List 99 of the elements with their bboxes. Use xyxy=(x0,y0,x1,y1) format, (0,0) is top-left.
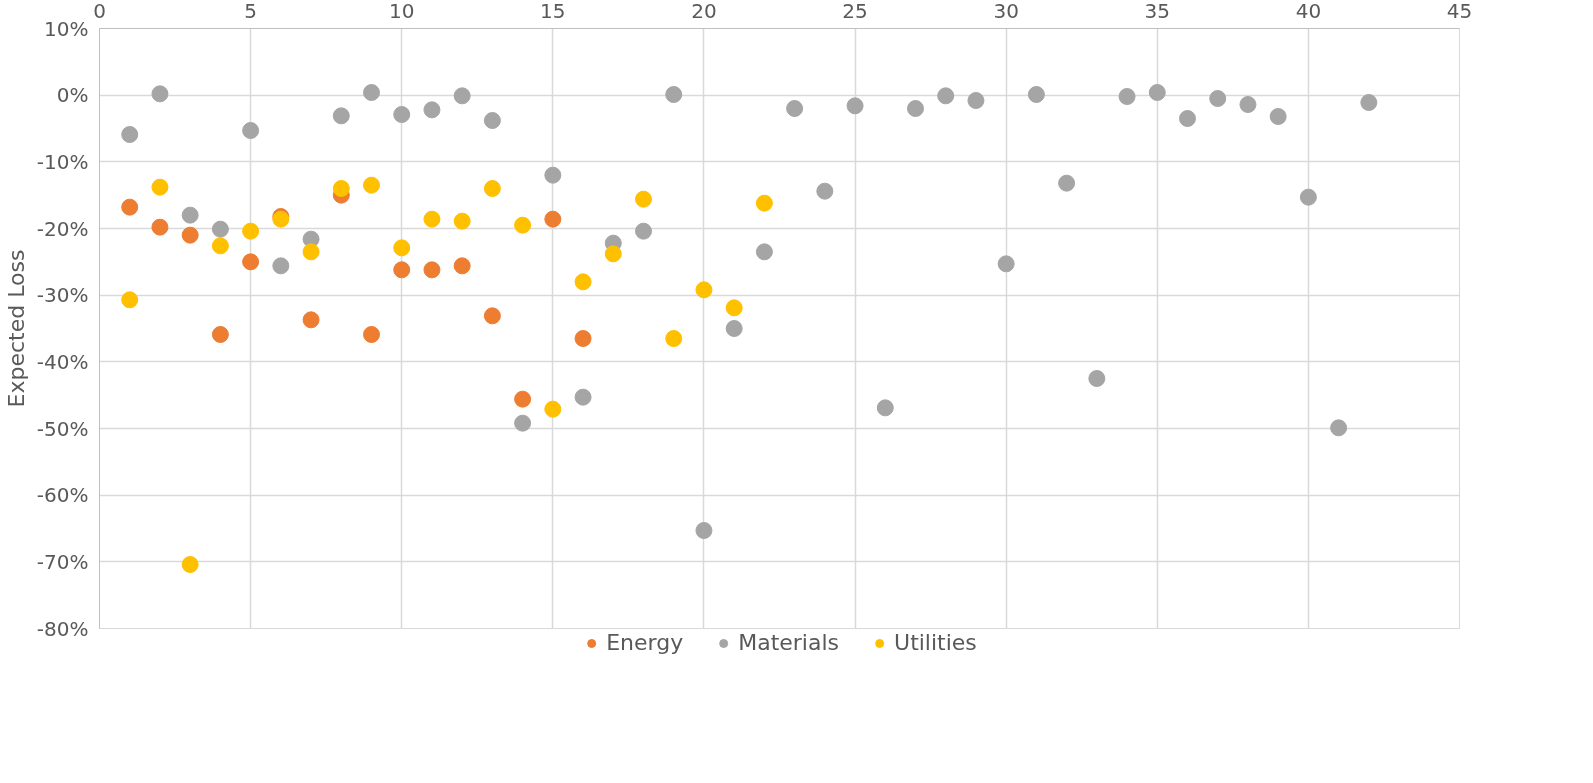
point xyxy=(1299,188,1317,206)
point xyxy=(151,218,169,236)
point xyxy=(483,307,501,325)
y-tick-label: -80% xyxy=(36,616,89,641)
point xyxy=(151,178,169,196)
point xyxy=(423,261,441,279)
point xyxy=(786,100,804,117)
x-tick-label: 30 xyxy=(993,0,1019,23)
point xyxy=(1058,174,1076,192)
x-tick-label: 15 xyxy=(540,0,566,23)
point xyxy=(1330,419,1348,437)
point xyxy=(363,326,380,343)
point xyxy=(604,245,622,263)
point xyxy=(1118,88,1136,105)
x-tick-label: 20 xyxy=(691,0,717,23)
y-tick-label: -20% xyxy=(36,216,89,241)
point xyxy=(574,330,592,347)
point xyxy=(514,390,532,408)
legend-label: Utilities xyxy=(894,630,977,655)
y-tick-label: -50% xyxy=(36,416,89,441)
point xyxy=(997,255,1015,273)
point xyxy=(725,299,743,317)
y-tick-label: 0% xyxy=(56,83,89,108)
point xyxy=(242,222,260,240)
point xyxy=(302,311,320,329)
point xyxy=(121,291,139,309)
point xyxy=(574,388,592,406)
legend-label: Materials xyxy=(738,630,840,655)
point xyxy=(393,239,411,257)
point xyxy=(151,85,169,103)
point xyxy=(544,400,562,418)
point xyxy=(1179,110,1196,127)
y-axis-title: Expected Loss xyxy=(3,249,29,408)
legend-label: Energy xyxy=(606,630,684,655)
y-tick-label: -30% xyxy=(36,283,89,308)
point xyxy=(1269,108,1287,125)
point xyxy=(816,182,834,200)
point xyxy=(483,112,501,129)
point xyxy=(453,87,471,105)
x-tick-label: 45 xyxy=(1446,0,1473,23)
point xyxy=(363,176,380,194)
point xyxy=(121,126,139,143)
point xyxy=(574,273,592,291)
x-tick-label: 40 xyxy=(1295,0,1322,23)
point xyxy=(242,253,260,271)
point xyxy=(332,180,350,197)
point xyxy=(755,194,773,212)
point xyxy=(635,190,652,208)
point xyxy=(635,222,652,240)
point xyxy=(272,257,290,275)
point xyxy=(363,84,380,101)
point xyxy=(665,330,683,347)
point xyxy=(121,198,139,216)
point xyxy=(181,556,199,573)
point xyxy=(937,87,955,105)
point xyxy=(695,281,713,299)
x-tick-label: 0 xyxy=(93,0,106,23)
point xyxy=(514,414,532,432)
point xyxy=(1148,84,1166,101)
point xyxy=(211,220,229,238)
point xyxy=(544,166,562,184)
point xyxy=(876,399,894,417)
point xyxy=(1027,86,1045,103)
point xyxy=(393,261,411,279)
point xyxy=(211,326,229,343)
point xyxy=(211,237,229,255)
point xyxy=(695,522,713,539)
x-tick-label: 35 xyxy=(1144,0,1171,23)
point xyxy=(453,212,471,230)
x-tick-label: 5 xyxy=(244,0,257,23)
point xyxy=(1360,94,1378,111)
point xyxy=(544,210,562,228)
x-tick-label: 25 xyxy=(842,0,868,23)
point xyxy=(1209,90,1227,107)
y-tick-label: -70% xyxy=(36,549,89,574)
point xyxy=(1239,96,1257,113)
point xyxy=(423,210,441,228)
y-tick-label: -60% xyxy=(36,483,89,508)
y-tick-label: 10% xyxy=(44,16,89,41)
point xyxy=(514,216,532,234)
point xyxy=(665,86,683,103)
point xyxy=(181,206,199,224)
point xyxy=(242,122,260,139)
point xyxy=(755,243,773,261)
point xyxy=(393,106,411,123)
point xyxy=(1088,370,1106,387)
point xyxy=(302,243,320,261)
point xyxy=(332,107,350,125)
point xyxy=(181,226,199,244)
point xyxy=(907,100,924,117)
point xyxy=(423,101,441,119)
y-tick-label: -10% xyxy=(36,149,89,174)
y-tick-label: -40% xyxy=(36,349,89,374)
point xyxy=(453,257,471,275)
point xyxy=(725,320,743,337)
point xyxy=(967,92,985,109)
point xyxy=(483,180,501,197)
x-tick-label: 10 xyxy=(389,0,415,23)
point xyxy=(846,97,864,115)
